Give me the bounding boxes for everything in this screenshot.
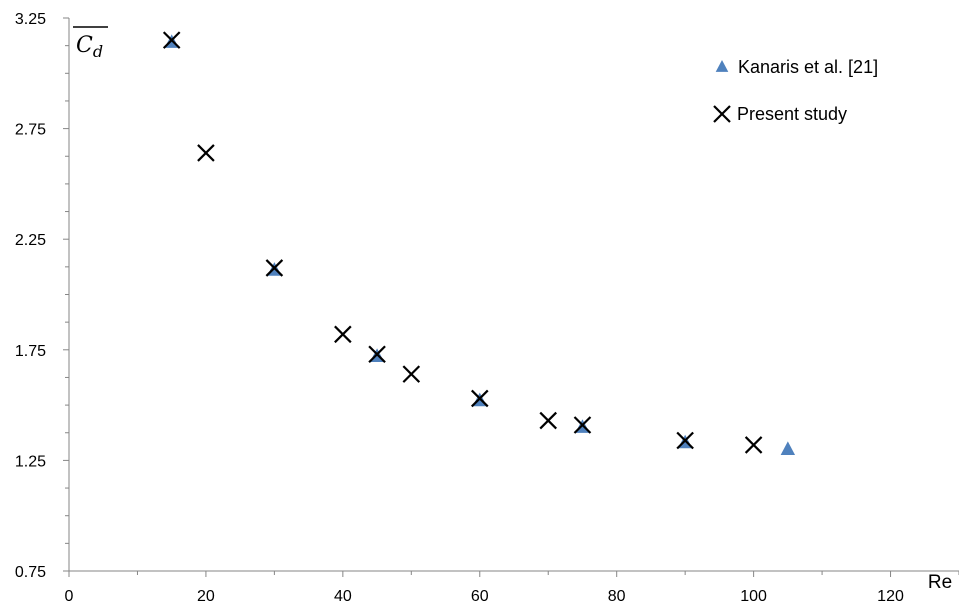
data-point-x	[744, 436, 763, 454]
data-point-x	[573, 416, 592, 434]
x-tick-labels: 0 20 40 60 80 100 120	[65, 588, 904, 605]
data-point-triangle	[780, 441, 796, 455]
x-tick-label: 40	[334, 588, 352, 605]
data-point-x	[470, 389, 489, 408]
data-point-x	[162, 31, 181, 49]
x-tick-label: 80	[608, 588, 626, 605]
x-tick-label: 120	[877, 588, 904, 605]
data-point-x	[334, 325, 352, 344]
legend-label-kanaris: Kanaris et al. [21]	[738, 57, 878, 77]
y-tick-labels: 0.75 1.25 1.75 2.25 2.75 3.25	[15, 11, 46, 581]
x-tick-label: 0	[65, 588, 74, 605]
y-tick-label: 3.25	[15, 11, 46, 28]
data-point-x	[368, 345, 386, 364]
y-tick-label: 0.75	[15, 564, 46, 581]
legend-item-present-study: Present study	[713, 104, 847, 124]
legend-label-present-study: Present study	[737, 104, 847, 124]
y-tick-label: 1.25	[15, 453, 46, 470]
legend-item-kanaris: Kanaris et al. [21]	[715, 57, 878, 77]
legend-marker-x	[713, 105, 731, 123]
series-present-study	[162, 31, 763, 454]
y-tick-label: 1.75	[15, 343, 46, 360]
series-kanaris	[164, 34, 796, 455]
x-axis-title: Re	[928, 572, 952, 593]
x-ticks	[68, 571, 959, 577]
axes	[68, 18, 959, 572]
data-point-x	[265, 259, 284, 277]
y-tick-label: 2.25	[15, 232, 46, 249]
data-point-x	[402, 365, 421, 383]
data-point-x	[197, 144, 215, 162]
y-tick-label: 2.75	[15, 122, 46, 139]
x-tick-label: 100	[740, 588, 767, 605]
y-axis-title: Cd	[73, 26, 108, 61]
x-tick-label: 20	[197, 588, 215, 605]
legend: Kanaris et al. [21] Present study	[713, 57, 878, 124]
legend-marker-triangle	[715, 60, 729, 72]
y-axis-title-sub: d	[93, 42, 103, 61]
data-point-x	[676, 431, 694, 450]
data-point-x	[539, 411, 558, 430]
y-axis-title-main: C	[76, 33, 93, 58]
svg-text:Cd: Cd	[76, 33, 103, 61]
data-series	[162, 31, 796, 455]
y-ticks	[63, 17, 69, 572]
x-tick-label: 60	[471, 588, 489, 605]
